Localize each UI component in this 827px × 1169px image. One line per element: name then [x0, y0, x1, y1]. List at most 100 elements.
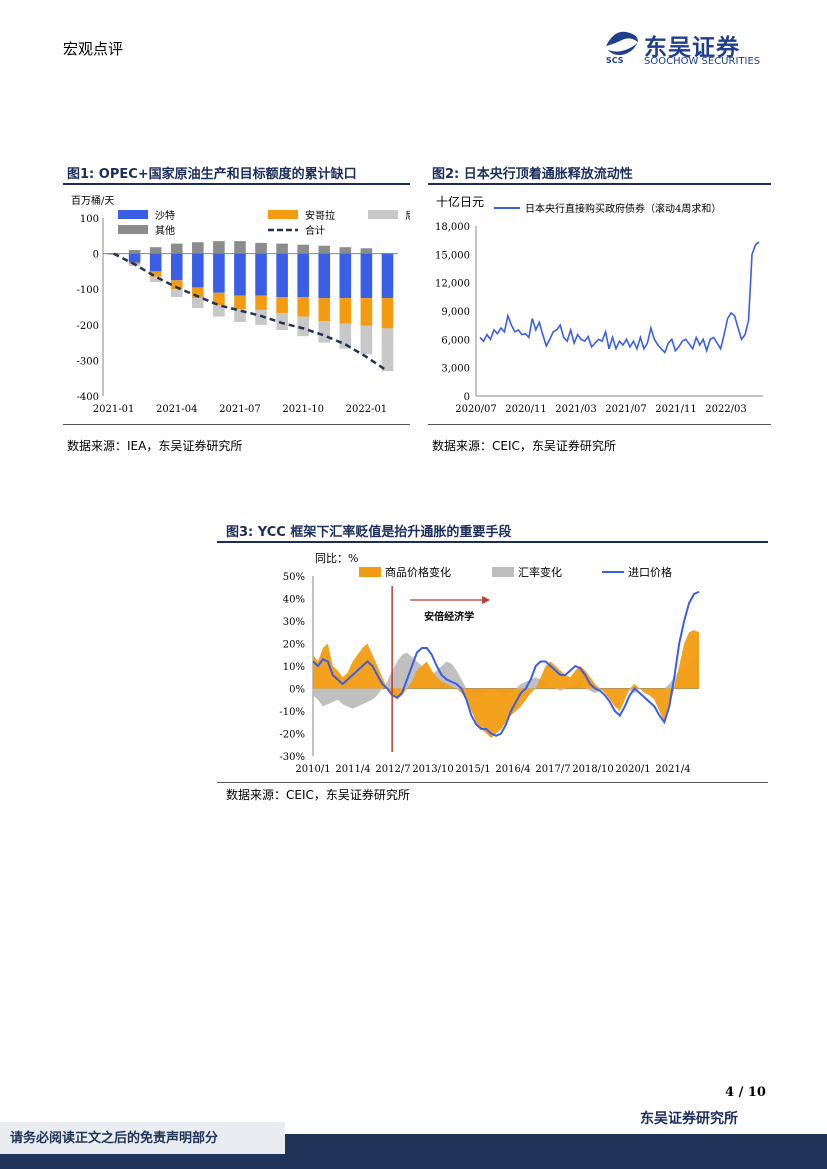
- fig1-ytick-label: 0: [93, 250, 99, 261]
- fig2-chart: 十亿日元18,00015,00012,0009,0006,0003,000020…: [435, 194, 763, 415]
- fig1-bar-尼日利亚: [297, 316, 309, 337]
- fig1-bar-其他: [276, 243, 288, 254]
- fig2-xtick-label: 2021/07: [605, 404, 647, 415]
- fig1-bar-沙特: [297, 253, 309, 298]
- fig1-bar-安哥拉: [360, 298, 373, 326]
- fig1-bar-安哥拉: [297, 297, 309, 317]
- fig3-ytick-label: -30%: [279, 752, 305, 763]
- fig1-bar-其他: [128, 250, 141, 254]
- fig2-source: 数据来源：CEIC，东吴证券研究所: [432, 439, 616, 453]
- fig1-bar-其他: [213, 241, 225, 254]
- fig1-bar-尼日利亚: [318, 321, 331, 343]
- fig3-xtick-label: 2010/1: [295, 764, 330, 775]
- fig2-ytick-label: 15,000: [435, 250, 470, 261]
- fig1-xtick-label: 2021-04: [156, 404, 198, 415]
- fig1-bottom-rule: [63, 424, 410, 425]
- fig2-rule: [428, 183, 771, 185]
- fig3-ytick-label: -10%: [279, 707, 305, 718]
- fig1-bar-安哥拉: [339, 298, 352, 324]
- footer-org: 东吴证券研究所: [640, 1111, 738, 1127]
- fig1-legend-label: 合计: [305, 224, 325, 237]
- footer-bar: 请务必阅读正文之后的免责声明部分: [0, 1122, 827, 1169]
- fig1-bar-沙特: [149, 253, 162, 272]
- fig3-legend-label: 汇率变化: [518, 565, 562, 579]
- fig3-legend-label: 商品价格变化: [385, 565, 451, 579]
- fig3-xtick-label: 2021/4: [655, 764, 690, 775]
- fig1-bar-沙特: [234, 253, 246, 296]
- fig1-ytick-label: -300: [77, 356, 99, 367]
- logo-en: SOOCHOW SECURITIES: [644, 56, 761, 67]
- fig2-xtick-label: 2021/11: [655, 404, 697, 415]
- fig3-xtick-label: 2016/4: [495, 764, 530, 775]
- fig3-chart: 同比：% 50% 40% 30% 20% 10% 0% -10% -20% -30% 安倍经济学 20…: [279, 552, 700, 775]
- fig1-ytick-label: -200: [77, 321, 99, 332]
- fig3-line-import: [312, 590, 700, 737]
- fig1-rule: [63, 183, 410, 185]
- fig3-xtick-label: 2012/7: [375, 764, 410, 775]
- fig1-bar-沙特: [170, 253, 183, 281]
- fig3-ytick-label: 20%: [283, 640, 305, 651]
- fig3-rule: [217, 541, 768, 543]
- fig1-bar-安哥拉: [192, 287, 204, 299]
- fig3-annotation: 安倍经济学: [424, 610, 474, 623]
- fig2-ytick-label: 9,000: [441, 307, 470, 318]
- fig3-ytick-label: 0%: [289, 685, 305, 696]
- fig1-bar-尼日利亚: [339, 323, 352, 349]
- fig2-xtick-label: 2020/07: [455, 404, 497, 415]
- fig1-bar-安哥拉: [170, 280, 183, 290]
- fig1-bar-其他: [339, 247, 352, 254]
- logo-cn: 东吴证券: [644, 35, 740, 61]
- fig1-xtick-label: 2021-07: [219, 404, 261, 415]
- fig1-bar-沙特: [381, 253, 394, 299]
- fig1-title: 图1: OPEC+国家原油生产和目标额度的累计缺口: [67, 167, 357, 182]
- fig1-bar-安哥拉: [213, 292, 225, 306]
- fig2-line: [479, 241, 760, 355]
- fig3-xtick-label: 2013/10: [412, 764, 454, 775]
- fig3-xtick-label: 2020/1: [615, 764, 650, 775]
- fig2-xtick-label: 2021/03: [555, 404, 597, 415]
- fig1-ytick-label: -100: [77, 285, 99, 296]
- fig3-area-fx: [313, 652, 699, 709]
- fig1-ytick-label: 100: [80, 214, 99, 225]
- fig1-legend-swatch: [268, 210, 298, 219]
- fig3-ytick-label: 50%: [283, 572, 305, 583]
- fig3-ylabel: 同比：%: [315, 552, 358, 565]
- fig3-ytick-label: 10%: [283, 662, 305, 673]
- fig1-bar-沙特: [128, 253, 141, 263]
- logo-mark-icon: [606, 31, 638, 55]
- fig2-ytick-label: 6,000: [441, 335, 470, 346]
- page-number: 4 / 10: [725, 1085, 766, 1100]
- section-label: 宏观点评: [63, 40, 124, 58]
- fig1-bar-尼日利亚: [276, 313, 288, 331]
- fig2-ytick-label: 3,000: [441, 364, 470, 375]
- fig3-source: 数据来源：CEIC，东吴证券研究所: [226, 788, 410, 802]
- fig1-bar-安哥拉: [318, 298, 331, 322]
- fig3-bottom-rule: [217, 782, 768, 783]
- fig3-ytick-label: -20%: [279, 730, 305, 741]
- fig1-bar-安哥拉: [381, 298, 394, 329]
- fig3-ytick-label: 40%: [283, 595, 305, 606]
- fig1-bar-沙特: [192, 253, 204, 288]
- fig1-bar-其他: [234, 241, 246, 254]
- fig2-ytick-label: 0: [464, 392, 470, 403]
- fig3-xtick-label: 2018/10: [572, 764, 614, 775]
- fig1-bar-安哥拉: [255, 295, 267, 310]
- brand-logo: SCS 东吴证券 SOOCHOW SECURITIES: [604, 28, 774, 68]
- fig1-bar-其他: [192, 242, 204, 254]
- fig1-legend-swatch: [368, 210, 398, 219]
- fig1-ylabel: 百万桶/天: [71, 194, 114, 207]
- fig3-arrow-head: [482, 596, 491, 604]
- fig1-bar-安哥拉: [234, 295, 246, 310]
- fig1-bar-尼日利亚: [360, 325, 373, 355]
- fig1-bar-尼日利亚: [149, 276, 162, 283]
- fig3-xtick-label: 2011/4: [335, 764, 370, 775]
- fig3-ytick-label: 30%: [283, 617, 305, 628]
- fig1-legend-swatch: [118, 210, 148, 219]
- fig1-bar-沙特: [318, 253, 331, 299]
- fig2-ytick-label: 18,000: [435, 222, 470, 233]
- fig1-bar-安哥拉: [149, 271, 162, 277]
- fig1-bar-尼日利亚: [381, 328, 394, 372]
- fig1-bar-其他: [360, 248, 373, 254]
- fig3-legend-swatch: [492, 567, 514, 577]
